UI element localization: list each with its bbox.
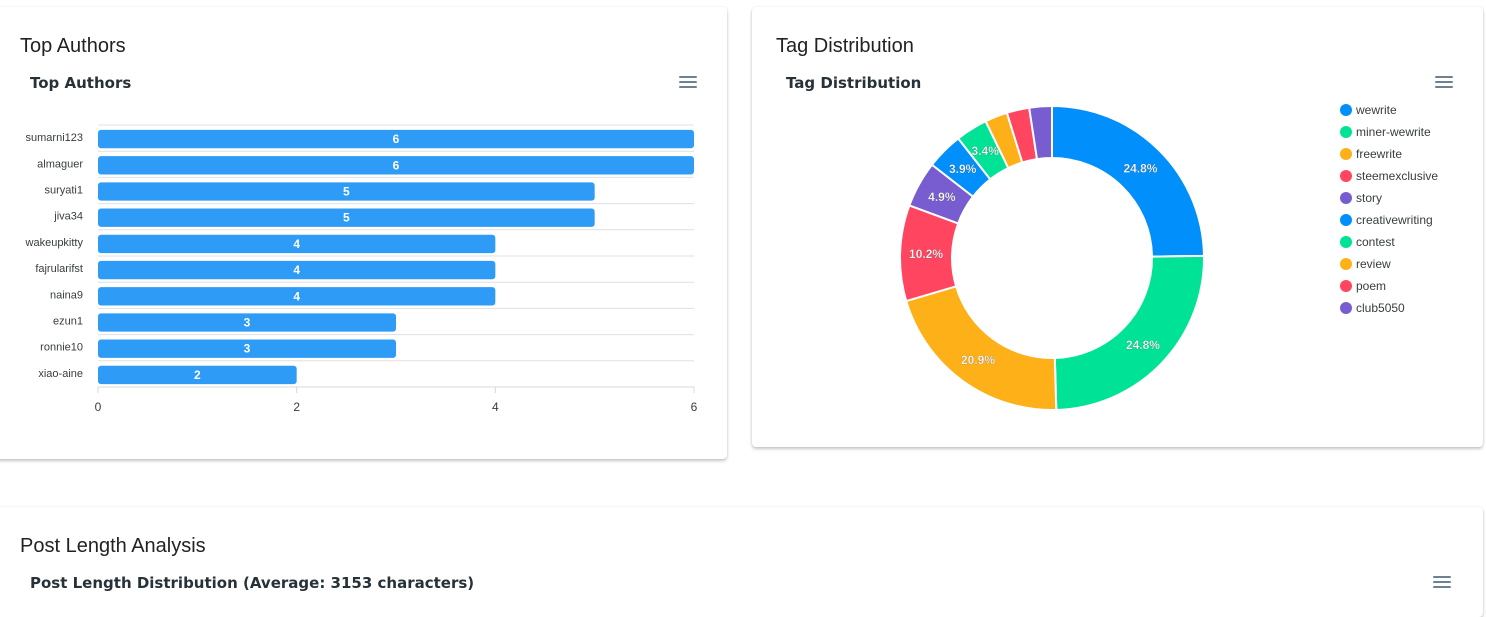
legend-label: club5050 [1356,301,1405,315]
donut-data-label: 24.8% [1123,161,1157,175]
legend-label: freewrite [1356,147,1403,161]
post-length-card: Post Length Analysis Post Length Distrib… [0,507,1483,617]
x-tick-label: 0 [95,400,102,414]
legend-label: review [1356,257,1391,271]
top-authors-card-title: Top Authors [20,35,126,57]
legend-marker [1340,192,1352,204]
legend-marker [1340,280,1352,292]
legend-marker [1340,214,1352,226]
bar-data-label: 6 [393,158,400,172]
legend-marker [1340,236,1352,248]
bar-data-label: 4 [293,263,300,277]
legend-item-steemexclusive[interactable]: steemexclusive [1340,165,1438,187]
bar[interactable] [98,129,694,149]
legend-label: wewrite [1356,103,1397,117]
bar-data-label: 4 [293,289,300,303]
legend-label: steemexclusive [1356,169,1439,183]
bar-data-label: 2 [194,368,201,382]
bar[interactable] [98,234,496,254]
donut-data-label: 24.8% [1126,338,1160,352]
bar[interactable] [98,260,496,280]
legend-marker [1340,258,1352,270]
bar-data-label: 5 [343,211,350,225]
tag-distribution-card: Tag Distribution Tag Distribution 24.8% 2… [752,7,1483,447]
y-category-label: wakeupkitty [25,237,84,249]
y-category-label: suryati1 [44,185,83,197]
legend-item-wewrite[interactable]: wewrite [1340,99,1438,121]
legend-item-review[interactable]: review [1340,253,1438,275]
legend-marker [1340,126,1352,138]
donut-data-label: 20.9% [961,353,995,367]
y-category-label: jiva34 [53,211,83,223]
donut-slice-miner-wewrite[interactable] [1053,254,1205,411]
x-tick-label: 6 [691,400,698,414]
bar-data-label: 3 [244,342,251,356]
top-authors-card: Top Authors Top Authors 0 2 4 6 6 sumarni123 6… [0,7,727,459]
legend-item-story[interactable]: story [1340,187,1438,209]
donut-data-label: 3.9% [949,162,977,176]
legend-label: poem [1356,279,1387,293]
legend-marker [1340,148,1352,160]
donut-data-label: 4.9% [928,190,956,204]
bar[interactable] [98,339,396,358]
bar[interactable] [98,365,297,385]
top-authors-bar-chart: 0 2 4 6 6 sumarni123 6 almaguer 5 suryati1 5 jiva34… [25,124,698,414]
legend-marker [1340,104,1352,116]
bar[interactable] [98,208,595,227]
legend-item-poem[interactable]: poem [1340,275,1438,297]
y-category-label: sumarni123 [26,132,83,144]
legend-label: miner-wewrite [1356,125,1431,139]
y-category-label: ezun1 [53,316,83,328]
legend-marker [1340,302,1352,314]
legend-item-freewrite[interactable]: freewrite [1340,143,1438,165]
bar-data-label: 6 [393,132,400,146]
bar-data-label: 4 [293,237,300,251]
tag-distribution-chart-title: Tag Distribution [786,74,922,92]
bar[interactable] [98,287,496,306]
legend-label: contest [1356,235,1395,249]
bar[interactable] [98,182,595,201]
length-chart-menu-icon[interactable] [1433,576,1451,590]
donut-data-label: 10.2% [909,247,943,261]
donut-slice-wewrite[interactable] [1051,104,1205,258]
post-length-chart-title: Post Length Distribution (Average: 3153 … [30,574,475,592]
y-category-label: almaguer [37,158,83,170]
tag-legend: wewrite miner-wewrite freewrite steemexclus… [1340,99,1438,319]
x-tick-label: 2 [293,400,300,414]
legend-label: story [1356,191,1383,205]
donut-slice-freewrite[interactable] [904,285,1058,411]
bar-data-label: 3 [244,316,251,330]
x-tick-label: 4 [492,400,499,414]
y-category-label: fajrularifst [35,263,83,275]
top-authors-chart-title: Top Authors [30,74,132,92]
tags-chart-menu-icon[interactable] [1435,76,1453,90]
legend-marker [1340,170,1352,182]
post-length-card-title: Post Length Analysis [20,535,206,557]
authors-chart-menu-icon[interactable] [679,76,697,90]
y-category-label: ronnie10 [40,342,83,354]
legend-item-miner-wewrite[interactable]: miner-wewrite [1340,121,1438,143]
donut-slice-club5050[interactable] [1028,104,1053,161]
donut-data-label: 3.4% [972,144,1000,158]
tag-distribution-card-title: Tag Distribution [776,35,914,57]
legend-item-creativewriting[interactable]: creativewriting [1340,209,1438,231]
bar-data-label: 5 [343,185,350,199]
legend-label: creativewriting [1356,213,1433,227]
legend-item-club5050[interactable]: club5050 [1340,297,1438,319]
y-category-label: xiao-aine [38,368,83,380]
legend-item-contest[interactable]: contest [1340,231,1438,253]
tag-distribution-donut-chart: 24.8% 24.8% 20.9% 10.2% 4.9% 3.9% 3.4% [899,104,1205,411]
bar[interactable] [98,313,396,332]
y-category-label: naina9 [50,289,83,301]
bar[interactable] [98,156,694,175]
